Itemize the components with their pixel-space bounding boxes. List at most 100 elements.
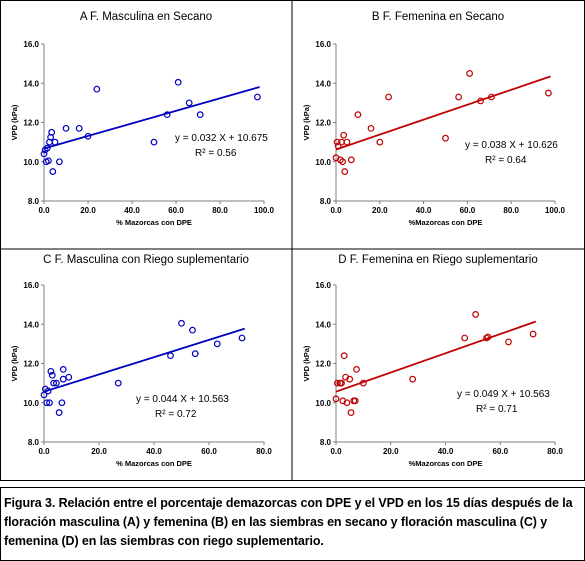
y-axis-label: VPD (kPa) <box>302 104 311 140</box>
data-point <box>51 138 59 146</box>
data-point <box>529 330 537 338</box>
x-tick-label: 80.0 <box>212 206 228 215</box>
x-tick-label: 80.0 <box>503 206 519 215</box>
y-axis-label: VPD (kPa) <box>10 345 19 381</box>
chart-title: C F. Masculina con Riego suplementario <box>43 254 249 266</box>
x-tick-label: 0.0 <box>38 206 50 215</box>
data-point <box>49 168 57 175</box>
data-point <box>93 85 101 93</box>
data-point <box>333 379 341 387</box>
x-tick-label: 60.0 <box>201 447 217 456</box>
x-axis-label: % Mazorcas con DPE <box>116 459 192 468</box>
data-point <box>347 409 355 416</box>
data-point <box>150 138 158 146</box>
data-point <box>52 379 60 387</box>
data-point <box>114 379 122 387</box>
data-point <box>59 375 67 383</box>
y-tick-label: 14.0 <box>23 320 39 329</box>
x-axis-label: %Mazorcas con DPE <box>409 459 483 468</box>
regression-equation: y = 0.038 X + 10.626 <box>465 140 558 151</box>
data-point <box>50 379 58 387</box>
data-point <box>191 350 199 358</box>
y-tick-label: 10.0 <box>315 158 331 167</box>
y-tick-label: 12.0 <box>23 119 39 128</box>
chart-title: A F. Masculina en Secano <box>80 11 212 23</box>
y-tick-label: 16.0 <box>23 40 39 49</box>
x-tick-label: 40.0 <box>146 447 162 456</box>
chart-panel-a: A F. Masculina en Secano 8.0 10.0 12.0 14.0 1… <box>10 11 275 227</box>
data-point <box>238 334 246 342</box>
regression-equation: y = 0.044 X + 10.563 <box>136 394 229 405</box>
data-point <box>47 367 55 375</box>
x-tick-label: 40.0 <box>124 206 140 215</box>
x-tick-label: 80.0 <box>547 447 563 456</box>
trend-line <box>335 75 551 151</box>
data-point <box>59 365 67 373</box>
data-point <box>45 157 52 165</box>
x-tick-label: 20.0 <box>91 447 107 456</box>
data-point <box>40 150 48 158</box>
regression-equation: y = 0.032 X + 10.675 <box>175 133 268 144</box>
data-point <box>347 156 355 164</box>
y-tick-label: 16.0 <box>315 281 331 290</box>
chart-panel-d: D F. Femenina en Riego suplementario 8.0 1… <box>302 254 563 468</box>
data-point <box>359 379 367 387</box>
r-squared-label: R² = 0.56 <box>195 148 237 159</box>
data-point <box>55 409 63 416</box>
data-point <box>174 78 182 86</box>
data-point <box>48 371 56 379</box>
data-point <box>167 352 174 360</box>
data-point <box>56 158 63 166</box>
data-point <box>189 326 196 334</box>
data-point <box>185 99 193 107</box>
data-point <box>334 142 342 150</box>
data-point <box>484 333 492 341</box>
data-point <box>333 138 341 146</box>
y-tick-label: 12.0 <box>23 360 39 369</box>
data-point <box>43 144 51 152</box>
data-point <box>455 93 463 101</box>
x-tick-label: 100.0 <box>545 206 566 215</box>
data-point <box>346 375 354 383</box>
y-tick-label: 12.0 <box>315 360 331 369</box>
data-point <box>343 399 351 407</box>
r-squared-label: R² = 0.64 <box>485 155 527 166</box>
data-point <box>367 124 375 132</box>
y-tick-label: 8.0 <box>28 197 40 206</box>
data-point <box>351 397 359 405</box>
data-point <box>196 111 204 119</box>
data-point <box>253 93 261 101</box>
x-tick-label: 60.0 <box>492 447 508 456</box>
data-point <box>385 93 392 101</box>
data-point <box>48 128 56 136</box>
data-point <box>332 395 340 403</box>
data-point <box>62 124 70 132</box>
x-tick-label: 20.0 <box>372 206 388 215</box>
x-tick-label: 80.0 <box>256 447 272 456</box>
data-point <box>178 319 185 327</box>
data-point <box>339 158 346 166</box>
data-point <box>488 93 495 101</box>
regression-equation: y = 0.049 X + 10.563 <box>457 389 550 400</box>
data-point <box>505 338 512 346</box>
x-tick-label: 60.0 <box>168 206 184 215</box>
trend-line <box>43 86 260 150</box>
data-point <box>442 134 449 142</box>
x-tick-label: 0.0 <box>330 206 342 215</box>
r-squared-label: R² = 0.72 <box>155 409 197 420</box>
y-tick-label: 14.0 <box>23 79 39 88</box>
y-tick-label: 8.0 <box>320 438 332 447</box>
data-point <box>341 168 349 175</box>
data-point <box>340 131 348 139</box>
y-tick-label: 16.0 <box>23 281 39 290</box>
y-tick-label: 8.0 <box>320 197 332 206</box>
data-point <box>461 334 469 342</box>
y-tick-label: 14.0 <box>315 320 331 329</box>
data-point <box>65 373 73 381</box>
figure-caption: Figura 3. Relación entre el porcentaje d… <box>4 496 573 548</box>
data-point <box>353 365 360 373</box>
y-tick-label: 14.0 <box>315 79 331 88</box>
data-point <box>340 352 348 360</box>
